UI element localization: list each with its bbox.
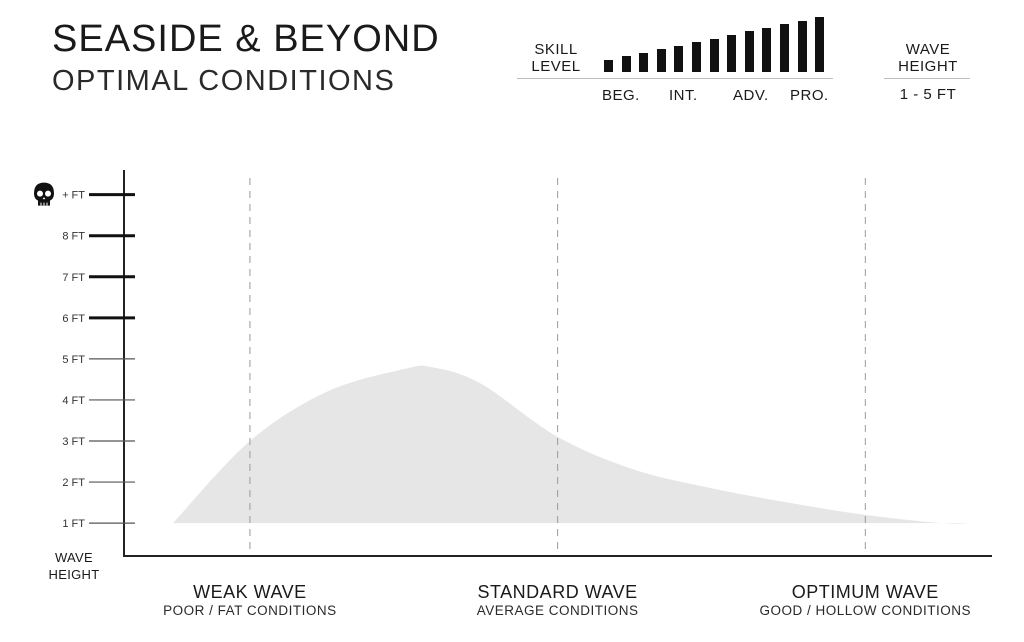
skill-level-bar (762, 27, 772, 72)
y-tick-label: + FT (62, 190, 85, 202)
y-tick-label: 2 FT (62, 477, 85, 489)
y-tick-label: 3 FT (62, 436, 85, 448)
category-standard-wave: STANDARD WAVE AVERAGE CONDITIONS (477, 582, 639, 620)
skill-level-label: SKILL LEVEL (524, 41, 588, 75)
category-description: AVERAGE CONDITIONS (476, 603, 639, 618)
wave-height-label-line1: WAVE (905, 41, 951, 58)
skill-level-bar (621, 56, 631, 72)
category-name: OPTIMUM WAVE (791, 582, 939, 602)
skill-level-bar (709, 38, 719, 72)
y-tick-label: 4 FT (62, 395, 85, 407)
skill-level-bar (815, 17, 825, 72)
skill-level-divider (517, 78, 833, 79)
skill-level-bar (727, 34, 737, 72)
skill-tick-beginner: BEG. (602, 87, 640, 104)
chart-title: SEASIDE & BEYOND (52, 18, 440, 60)
skill-level-label-line1: SKILL (534, 41, 578, 58)
wave-height-area (173, 365, 973, 524)
category-name: WEAK WAVE (193, 582, 307, 602)
y-tick-label: 5 FT (62, 354, 85, 366)
category-weak-wave: WEAK WAVE POOR / FAT CONDITIONS (163, 582, 337, 620)
y-tick-label: 8 FT (62, 231, 85, 243)
wave-height-label: WAVE HEIGHT (880, 41, 976, 75)
y-axis-title-line2: HEIGHT (48, 567, 100, 582)
y-tick-label: 7 FT (62, 272, 85, 284)
y-axis-title: WAVE HEIGHT (36, 549, 112, 583)
skill-tick-advanced: ADV. (733, 87, 769, 104)
skill-level-label-line2: LEVEL (531, 58, 581, 75)
skill-level-bar (744, 31, 754, 72)
skill-level-bar (674, 45, 684, 72)
skill-level-bar (656, 49, 666, 72)
y-axis-title-line1: WAVE (54, 550, 94, 565)
category-description: POOR / FAT CONDITIONS (163, 603, 337, 618)
skill-tick-intermediate: INT. (669, 87, 698, 104)
wave-height-label-line2: HEIGHT (898, 58, 958, 75)
category-optimum-wave: OPTIMUM WAVE GOOD / HOLLOW CONDITIONS (760, 582, 972, 620)
y-tick-label: 6 FT (62, 313, 85, 325)
skill-tick-pro: PRO. (790, 87, 829, 104)
skill-level-bar (604, 60, 613, 72)
skill-level-bar (780, 24, 789, 72)
y-tick-label: 1 FT (62, 518, 85, 530)
skill-level-bar (797, 20, 807, 72)
category-name: STANDARD WAVE (477, 582, 638, 602)
chart-subtitle: OPTIMAL CONDITIONS (52, 65, 396, 97)
wave-height-value: 1 - 5 FT (899, 86, 957, 103)
skull-icon (34, 182, 54, 206)
wave-height-divider (884, 78, 970, 79)
skill-level-bar (639, 52, 649, 72)
skill-level-bars (604, 12, 830, 72)
skill-level-bar (692, 42, 701, 72)
category-description: GOOD / HOLLOW CONDITIONS (759, 603, 972, 618)
